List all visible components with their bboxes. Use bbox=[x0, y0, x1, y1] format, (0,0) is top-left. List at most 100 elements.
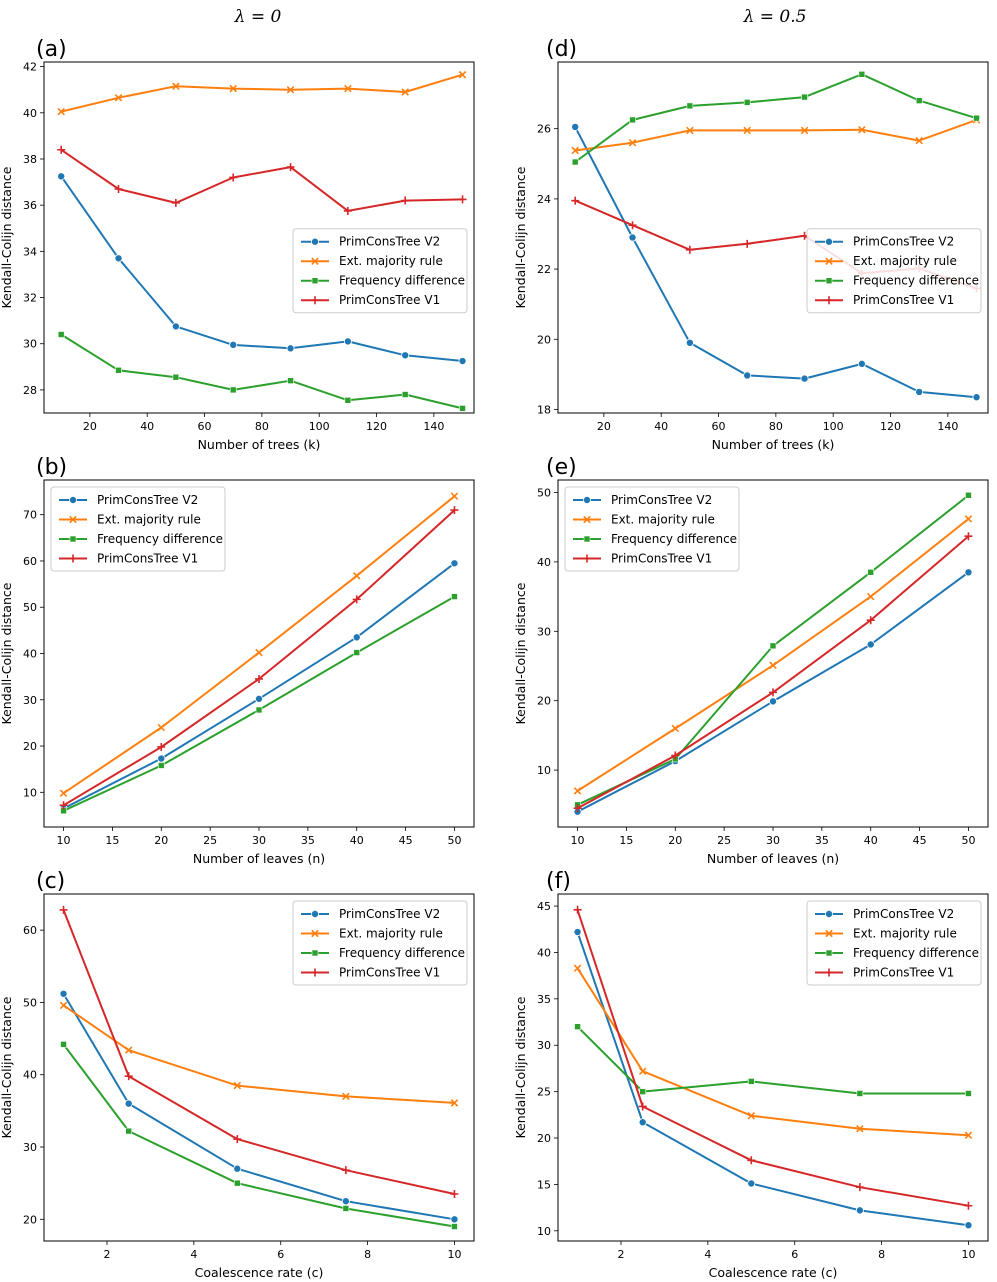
x-tick-label: 2 bbox=[103, 1248, 110, 1261]
legend-marker bbox=[825, 296, 833, 305]
series-ext-majority-rule bbox=[573, 964, 973, 1139]
data-point bbox=[571, 158, 579, 166]
legend-item-primconstree-v1: PrimConsTree V1 bbox=[301, 966, 440, 980]
data-point bbox=[57, 331, 65, 338]
data-point bbox=[229, 84, 237, 93]
x-tick-label: 100 bbox=[309, 420, 330, 433]
legend-label: Frequency difference bbox=[611, 532, 737, 546]
series-line bbox=[62, 993, 455, 1221]
data-point bbox=[125, 1127, 132, 1135]
data-point bbox=[255, 706, 263, 714]
legend: PrimConsTree V2 Ext. majority rule Frequen… bbox=[806, 228, 982, 314]
data-point bbox=[458, 70, 467, 79]
x-tick-label: 15 bbox=[105, 834, 119, 847]
data-point bbox=[255, 674, 263, 683]
legend-label: Ext. majority rule bbox=[853, 927, 957, 941]
x-tick-label: 4 bbox=[190, 1248, 197, 1261]
data-point bbox=[352, 595, 361, 604]
legend-marker bbox=[583, 535, 591, 543]
series-line bbox=[62, 1004, 455, 1104]
legend-label: PrimConsTree V2 bbox=[339, 235, 440, 249]
series-primconstree-v2 bbox=[57, 172, 467, 366]
panel-label: (a) bbox=[36, 37, 67, 62]
data-point bbox=[571, 122, 580, 131]
y-axis-label: Kendall-Colijn distance bbox=[513, 166, 528, 308]
x-tick-label: 20 bbox=[668, 834, 682, 847]
legend-item-primconstree-v2: PrimConsTree V2 bbox=[815, 235, 954, 249]
data-point bbox=[60, 1041, 67, 1048]
x-tick-label: 40 bbox=[350, 834, 364, 847]
data-point bbox=[769, 661, 777, 670]
legend-item-ext-majority-rule: Ext. majority rule bbox=[573, 513, 715, 527]
y-tick-label: 20 bbox=[23, 1213, 37, 1226]
series-ext-majority-rule bbox=[573, 515, 973, 795]
y-tick-label: 22 bbox=[537, 263, 551, 276]
legend-item-primconstree-v1: PrimConsTree V1 bbox=[301, 293, 440, 307]
data-point bbox=[450, 1099, 459, 1107]
y-tick-label: 60 bbox=[23, 555, 37, 568]
data-point bbox=[671, 751, 680, 760]
series-ext-majority-rule bbox=[59, 1001, 459, 1107]
legend-marker bbox=[69, 535, 77, 543]
legend-label: PrimConsTree V2 bbox=[853, 235, 954, 249]
data-point bbox=[157, 742, 166, 751]
legend-marker bbox=[310, 910, 319, 919]
y-tick-label: 50 bbox=[23, 601, 37, 614]
data-point bbox=[229, 340, 238, 349]
legend-item-frequency-difference: Frequency difference bbox=[573, 532, 737, 546]
data-point bbox=[459, 405, 466, 412]
legend-item-frequency-difference: Frequency difference bbox=[59, 532, 223, 546]
x-tick-label: 40 bbox=[654, 420, 668, 433]
x-tick-label: 140 bbox=[937, 420, 958, 433]
y-tick-label: 10 bbox=[23, 786, 37, 799]
x-tick-label: 25 bbox=[203, 834, 217, 847]
y-tick-label: 40 bbox=[537, 946, 551, 959]
legend-marker bbox=[311, 968, 319, 977]
legend-label: PrimConsTree V1 bbox=[97, 552, 198, 566]
data-point bbox=[172, 373, 180, 381]
legend-marker bbox=[311, 949, 319, 957]
legend: PrimConsTree V2 Ext. majority rule Frequen… bbox=[292, 228, 468, 314]
x-axis-label: Number of leaves (n) bbox=[707, 851, 839, 866]
x-tick-label: 50 bbox=[961, 834, 975, 847]
data-point bbox=[867, 569, 875, 576]
data-point bbox=[450, 492, 459, 500]
data-point bbox=[769, 697, 778, 706]
y-tick-label: 38 bbox=[23, 153, 37, 166]
data-point bbox=[858, 70, 866, 78]
data-point bbox=[114, 254, 123, 263]
legend-item-frequency-difference: Frequency difference bbox=[301, 946, 465, 960]
x-tick-label: 80 bbox=[255, 420, 269, 433]
plot-frame bbox=[43, 893, 475, 1242]
data-point bbox=[59, 1001, 68, 1010]
data-point bbox=[59, 801, 68, 810]
data-point bbox=[343, 337, 352, 346]
legend-marker bbox=[825, 968, 833, 977]
y-tick-label: 30 bbox=[23, 338, 37, 351]
legend-marker bbox=[311, 277, 319, 285]
data-point bbox=[352, 572, 361, 580]
data-point bbox=[866, 640, 875, 649]
series-line bbox=[60, 73, 463, 113]
x-tick-label: 40 bbox=[140, 420, 154, 433]
series-line bbox=[575, 118, 977, 152]
x-tick-label: 30 bbox=[252, 834, 266, 847]
legend-marker bbox=[311, 929, 319, 938]
x-tick-label: 40 bbox=[864, 834, 878, 847]
y-axis-label: Kendall-Colijn distance bbox=[0, 166, 14, 308]
y-tick-label: 10 bbox=[537, 1225, 551, 1238]
data-point bbox=[451, 1223, 458, 1230]
x-axis-label: Coalescence rate (c) bbox=[709, 1265, 838, 1280]
legend-item-primconstree-v1: PrimConsTree V1 bbox=[815, 966, 954, 980]
data-point bbox=[743, 239, 752, 248]
data-point bbox=[344, 84, 352, 93]
legend-label: Frequency difference bbox=[853, 274, 979, 288]
data-point bbox=[233, 1081, 242, 1090]
series-line bbox=[63, 562, 456, 810]
legend-marker bbox=[825, 277, 833, 285]
legend-marker bbox=[583, 515, 591, 524]
data-point bbox=[114, 185, 123, 194]
x-tick-label: 140 bbox=[423, 420, 444, 433]
legend-marker bbox=[583, 554, 591, 563]
